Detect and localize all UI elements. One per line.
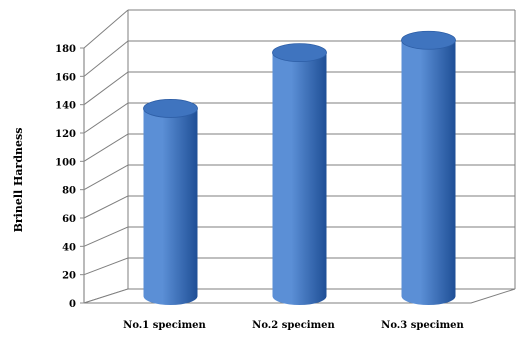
x-tick-label: No.3 specimen: [381, 320, 464, 331]
bar: [144, 99, 198, 305]
gridline-side: [84, 134, 128, 161]
gridline-side: [84, 103, 128, 133]
bar-body: [402, 40, 456, 305]
y-tick-label: 80: [62, 186, 76, 197]
gridline-side: [84, 165, 128, 190]
bar: [273, 44, 327, 305]
bar-body: [144, 108, 198, 305]
y-tick-label: 60: [62, 214, 76, 225]
bar-top: [273, 44, 327, 62]
y-tick-label: 120: [55, 129, 76, 140]
y-tick-label: 140: [55, 101, 76, 112]
gridline-side: [84, 258, 128, 275]
y-tick-label: 40: [62, 242, 76, 253]
x-tick-label: No.1 specimen: [123, 320, 206, 331]
x-tick-label: No.2 specimen: [252, 320, 335, 331]
bar-top: [144, 99, 198, 117]
bar-top: [402, 31, 456, 49]
gridline-side: [84, 227, 128, 246]
y-tick-label: 20: [62, 271, 76, 282]
gridline-side: [84, 72, 128, 105]
y-tick-label: 180: [55, 44, 76, 55]
gridline-side: [84, 10, 128, 48]
bar-body: [273, 53, 327, 305]
y-tick-label: 160: [55, 72, 76, 83]
bar: [402, 31, 456, 305]
y-tick-label: 0: [69, 299, 76, 310]
gridline-side: [84, 196, 128, 218]
y-tick-label: 100: [55, 157, 76, 168]
y-axis-title: Brinell Hardness: [12, 128, 25, 233]
gridline-side: [84, 41, 128, 76]
